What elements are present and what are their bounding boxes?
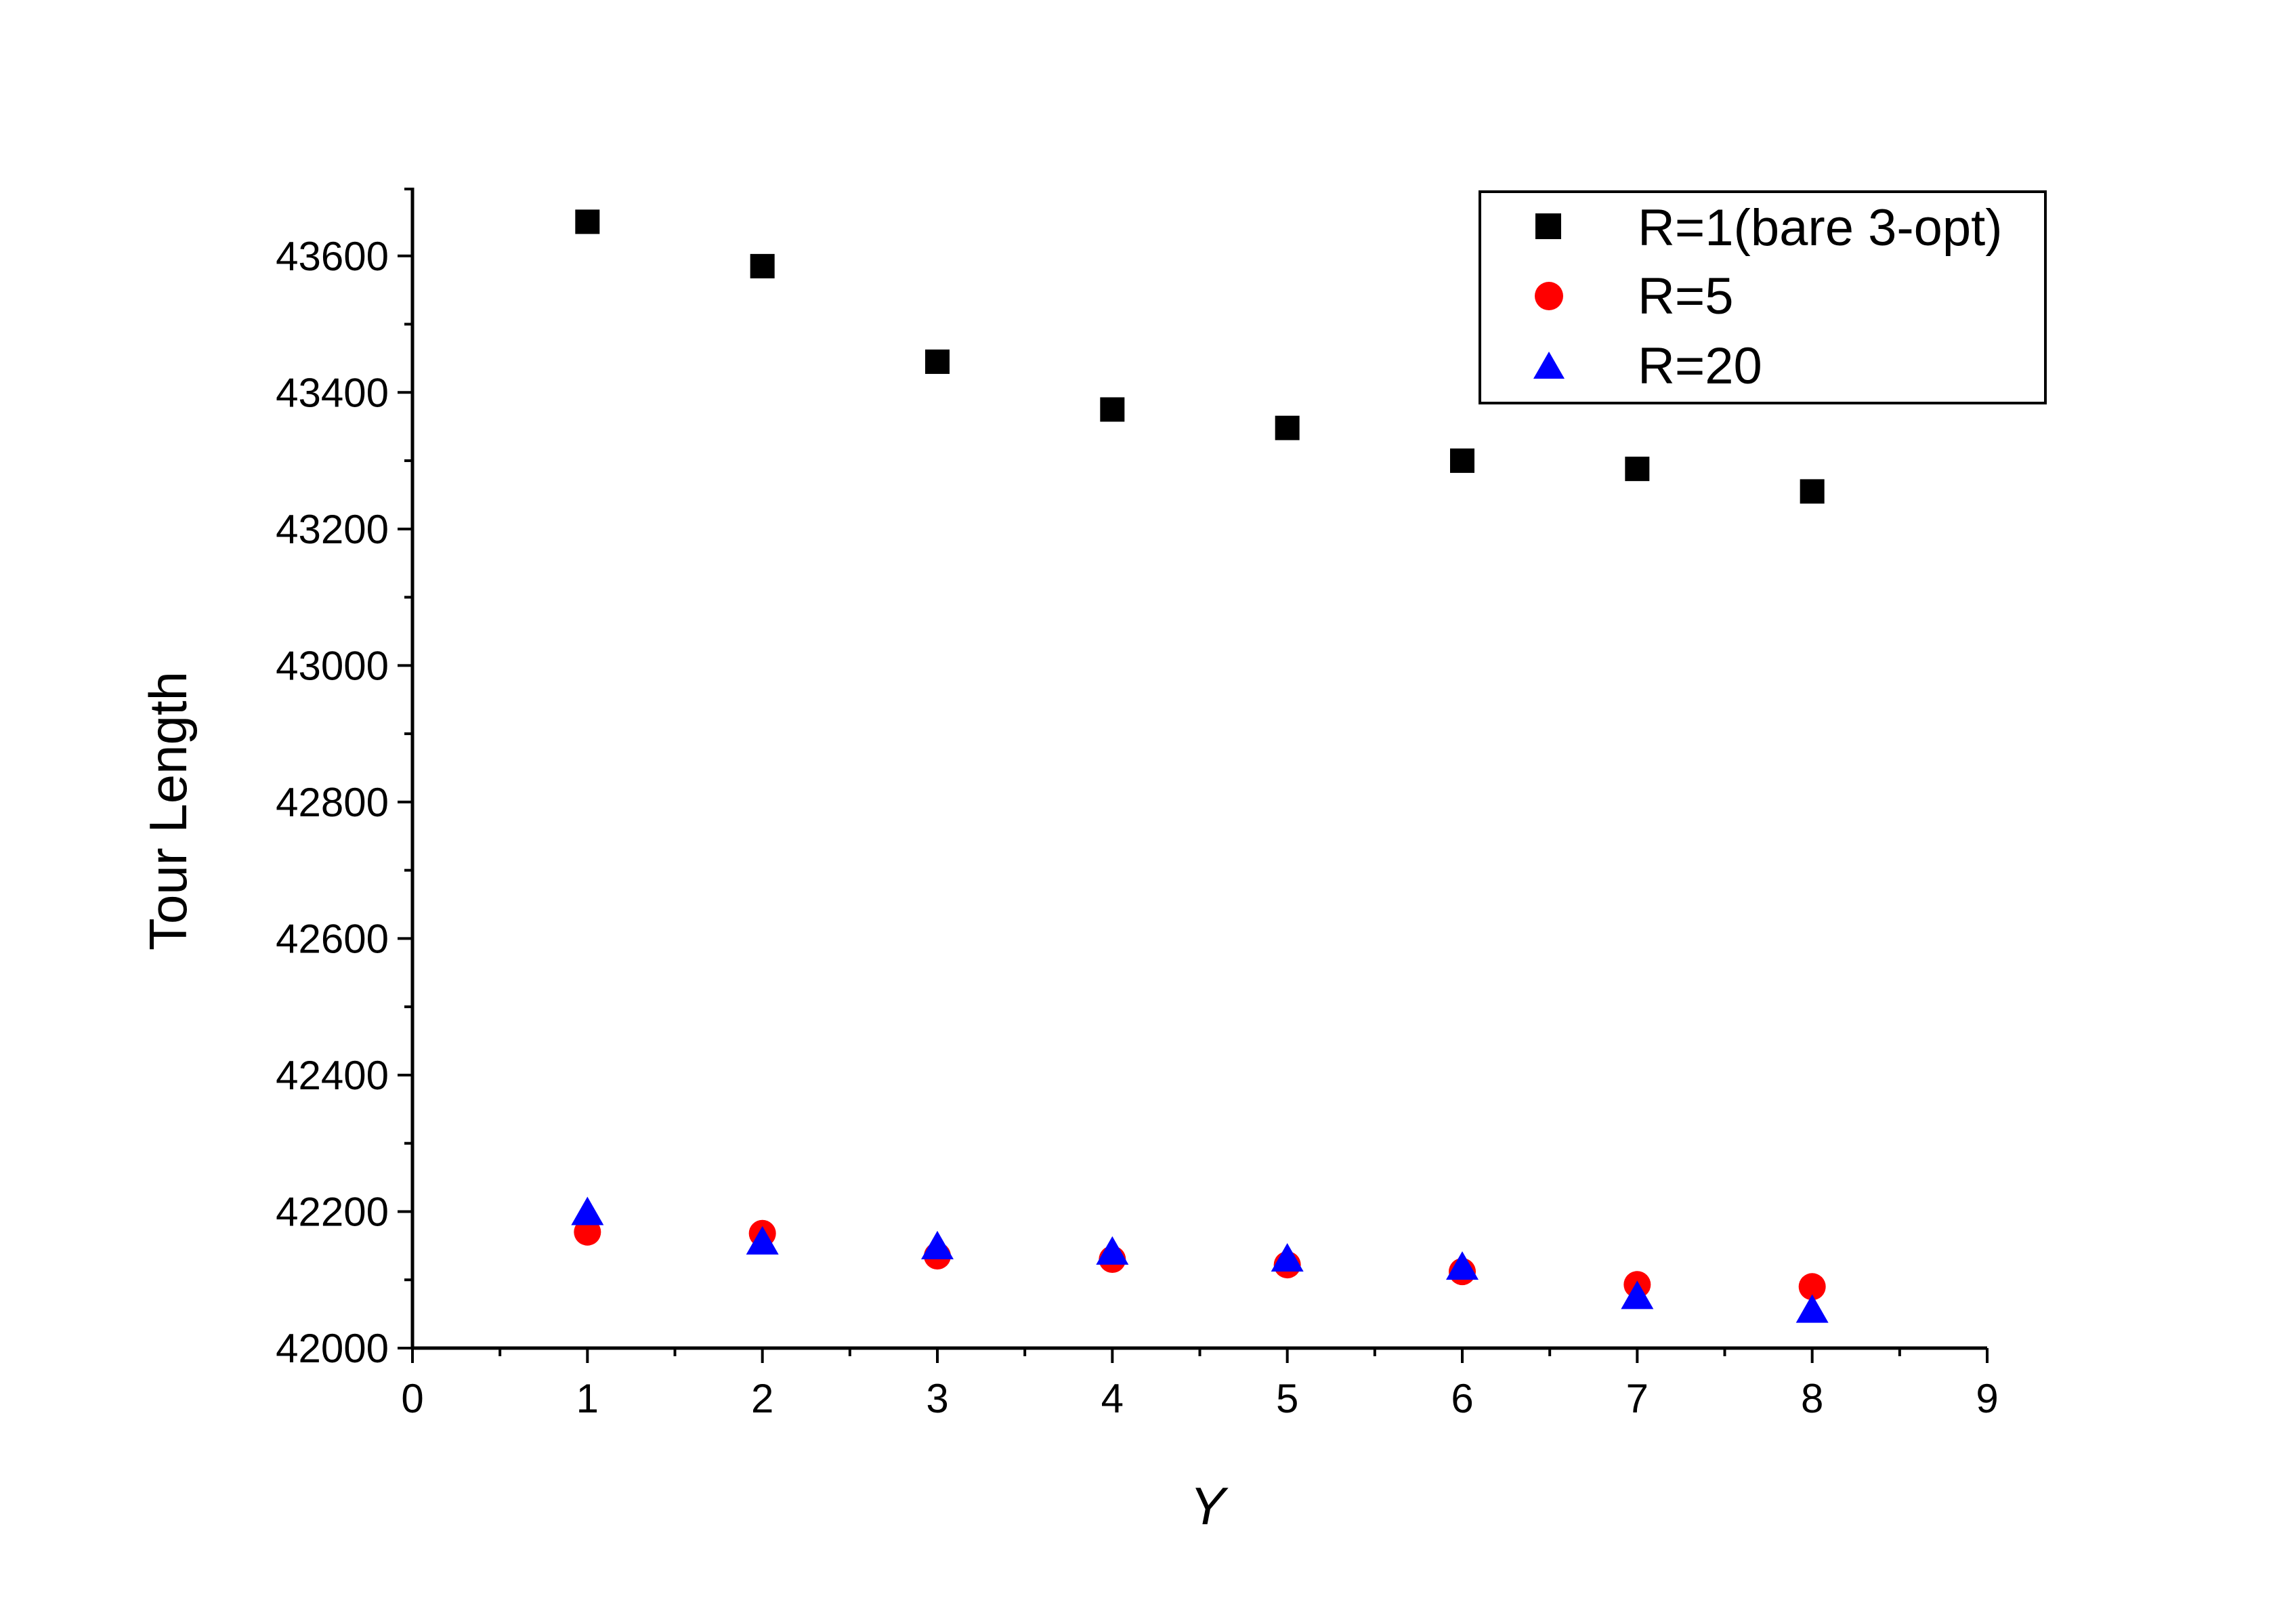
x-tick-label: 5 xyxy=(1276,1376,1298,1421)
y-tick-label: 43600 xyxy=(276,234,389,279)
y-tick-label: 42600 xyxy=(276,916,389,961)
x-tick-label: 0 xyxy=(401,1376,423,1421)
y-tick-label: 43200 xyxy=(276,507,389,552)
data-point-triangle xyxy=(1096,1236,1129,1265)
data-point-square xyxy=(1625,457,1650,482)
legend-marker-r1 xyxy=(1535,213,1561,239)
x-tick-label: 2 xyxy=(751,1376,773,1421)
y-tick-label: 42200 xyxy=(276,1189,389,1234)
legend-label-r5: R=5 xyxy=(1638,268,1734,325)
x-tick-label: 8 xyxy=(1801,1376,1823,1421)
legend-marker-r5 xyxy=(1535,282,1563,310)
x-tick-label: 4 xyxy=(1101,1376,1124,1421)
data-point-circle xyxy=(1798,1273,1826,1301)
x-tick-label: 6 xyxy=(1451,1376,1473,1421)
data-point-square xyxy=(750,253,775,278)
x-tick-label: 9 xyxy=(1976,1376,1998,1421)
data-point-triangle xyxy=(921,1230,954,1259)
legend-label-r1: R=1(bare 3-opt) xyxy=(1638,199,2003,257)
legend-marker-r20 xyxy=(1533,352,1565,379)
data-point-square xyxy=(1100,397,1125,422)
series-3 xyxy=(571,1196,1829,1323)
data-point-triangle xyxy=(1795,1294,1829,1323)
data-point-square xyxy=(1800,479,1825,504)
y-tick-label: 43000 xyxy=(276,643,389,688)
y-tick-label: 42800 xyxy=(276,780,389,825)
y-axis-title: Tour Length xyxy=(138,671,198,950)
data-point-circle xyxy=(574,1218,601,1246)
series-1 xyxy=(575,209,1825,504)
data-point-triangle xyxy=(1271,1243,1304,1272)
data-point-square xyxy=(925,349,950,374)
axis-ticks: 0 1 2 3 4 5 6 7 8 9 42000 42200 42400 42600 42800 43000… xyxy=(276,188,1999,1421)
x-tick-label: 1 xyxy=(576,1376,599,1421)
legend: R=1(bare 3-opt) R=5 R=20 xyxy=(1479,190,2047,404)
data-point-triangle xyxy=(746,1225,779,1255)
data-point-triangle xyxy=(1621,1280,1654,1309)
x-tick-label: 3 xyxy=(926,1376,948,1421)
data-point-square xyxy=(1450,448,1474,474)
x-axis-title: Y xyxy=(1190,1476,1229,1536)
x-tick-label: 7 xyxy=(1626,1376,1649,1421)
y-tick-label: 43400 xyxy=(276,370,389,415)
data-point-triangle xyxy=(571,1196,604,1225)
data-point-square xyxy=(1275,415,1300,440)
y-tick-label: 42000 xyxy=(276,1326,389,1371)
data-point-square xyxy=(575,209,600,234)
legend-label-r20: R=20 xyxy=(1638,337,1762,395)
legend-box xyxy=(1479,190,2047,404)
data-point-triangle xyxy=(1446,1251,1479,1280)
y-tick-label: 42400 xyxy=(276,1053,389,1098)
data-points xyxy=(571,209,1829,1323)
